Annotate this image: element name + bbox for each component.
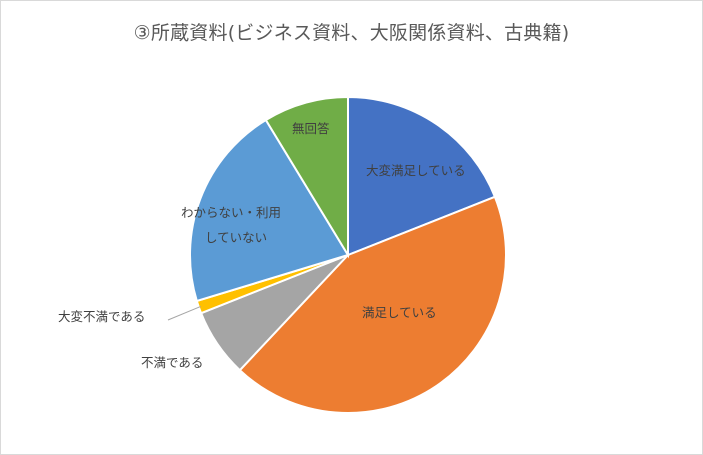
pie-slice-no-answer — [264, 95, 349, 259]
leader-line — [167, 305, 201, 321]
slice-label-unknown-line2: していない — [205, 230, 267, 245]
slice-label-unknown-line1: わからない・利用 — [181, 205, 281, 220]
slice-label-very-satisfied: 大変満足している — [366, 163, 466, 178]
pie-slice-unknown — [189, 118, 350, 303]
pie-slices — [189, 95, 507, 414]
chart-title: ③所蔵資料(ビジネス資料、大阪関係資料、古典籍) — [133, 22, 570, 44]
slice-label-very-dissatisfied: 大変不満である — [58, 309, 145, 324]
slice-labels: 大変満足している 満足している 不満である 大変不満である わからない・利用 し… — [58, 121, 466, 370]
slice-label-satisfied: 満足している — [362, 305, 437, 320]
pie-slice-satisfied — [238, 195, 507, 414]
slice-label-dissatisfied: 不満である — [141, 355, 203, 370]
slice-label-no-answer: 無回答 — [292, 121, 330, 136]
pie-slice-very-satisfied — [347, 95, 497, 257]
